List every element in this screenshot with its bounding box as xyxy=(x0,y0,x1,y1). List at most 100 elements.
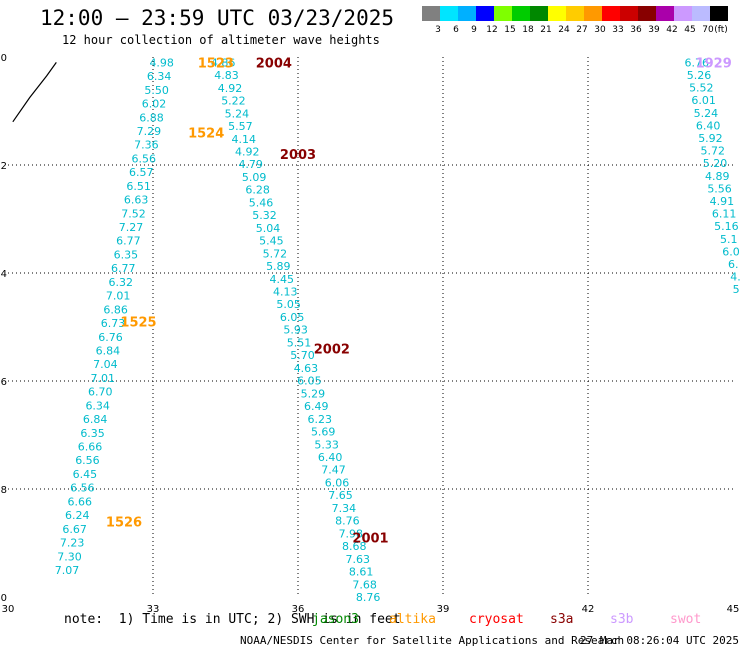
wave-height-value: 6.01 xyxy=(691,94,716,107)
legend-label: 33 xyxy=(612,25,623,35)
wave-height-value: 7.52 xyxy=(121,207,146,220)
legend-swatch xyxy=(548,6,566,21)
wave-height-value: 5.92 xyxy=(698,132,723,145)
x-tick-label: 39 xyxy=(437,604,450,612)
wave-height-value: 8.76 xyxy=(356,591,381,604)
legend-label: 39 xyxy=(648,25,660,35)
track-1: 4.986.345.506.026.887.297.366.566.576.51… xyxy=(55,56,174,577)
wave-height-value: 6.66 xyxy=(78,441,103,454)
legend-label: 30 xyxy=(594,25,606,35)
wave-height-value: 7.27 xyxy=(119,221,144,234)
track-3: 6.765.265.526.015.246.405.925.725.204.89… xyxy=(685,56,740,296)
wave-height-value: 5.29 xyxy=(301,387,326,400)
wave-height-value: 5.22 xyxy=(221,95,246,108)
y-tick-label: -40 xyxy=(0,593,7,604)
wave-height-value: 6.02 xyxy=(142,98,167,111)
satellite-altika: altika xyxy=(389,612,436,627)
y-tick-label: -34 xyxy=(0,269,7,280)
wave-height-value: 4.86 xyxy=(211,56,236,69)
wave-height-value: 7.01 xyxy=(106,290,131,303)
x-tick-label: 42 xyxy=(582,604,595,612)
wave-height-value: 8.68 xyxy=(342,540,367,553)
wave-height-value: 4.83 xyxy=(214,69,239,82)
footer-timestamp: 27 Mar 08:26:04 UTC 2025 xyxy=(580,634,739,647)
x-tick-label: 33 xyxy=(147,604,160,612)
wave-height-value: 5.56 xyxy=(707,182,732,195)
wave-height-value: 6.35 xyxy=(80,427,105,440)
legend-swatch xyxy=(602,6,620,21)
track-2: 4.864.834.925.225.245.574.144.924.795.09… xyxy=(211,56,381,604)
pass-number-label: 2001 xyxy=(352,532,388,547)
pass-number-label: 1525 xyxy=(120,316,156,331)
legend-label: 70 xyxy=(702,25,714,35)
wave-height-value: 6.56 xyxy=(132,152,157,165)
wave-height-value: 6.76 xyxy=(98,331,123,344)
wave-height-value: 5.33 xyxy=(314,438,339,451)
wave-height-value: 7.30 xyxy=(57,550,82,563)
wave-height-value: 6.77 xyxy=(116,235,141,248)
wave-height-value: 6.34 xyxy=(147,70,172,83)
legend-swatch xyxy=(692,6,710,21)
wave-height-value: 6.57 xyxy=(129,166,154,179)
wave-height-value: 6.63 xyxy=(124,194,149,207)
wave-height-value: 6.05 xyxy=(297,375,322,388)
coastline xyxy=(12,62,57,123)
wave-height-value: 6.40 xyxy=(696,119,721,132)
map-subtitle: 12 hour collection of altimeter wave hei… xyxy=(62,33,380,47)
legend-label: (ft) xyxy=(714,25,728,35)
legend-label: 15 xyxy=(504,25,515,35)
wave-height-value: 5.72 xyxy=(700,145,725,158)
wave-height-value: 7.01 xyxy=(91,372,116,385)
legend-swatch xyxy=(512,6,530,21)
wave-height-value: 6.11 xyxy=(712,208,737,221)
pass-number-label: 1526 xyxy=(106,515,142,530)
wave-height-value: 7.36 xyxy=(134,139,159,152)
y-tick-label: -30 xyxy=(0,53,7,64)
pass-number-label: 2004 xyxy=(256,56,292,71)
legend-swatch xyxy=(476,6,494,21)
wave-height-value: 6. xyxy=(728,258,739,271)
wave-height-map: 303336394245-30-32-34-36-38-404.986.345.… xyxy=(0,53,740,612)
y-tick-label: -36 xyxy=(0,377,7,388)
wave-height-value: 6.40 xyxy=(318,451,343,464)
pass-number-label: 1524 xyxy=(188,127,224,142)
color-scale-legend xyxy=(422,6,728,21)
wave-height-value: 6.51 xyxy=(126,180,151,193)
wave-height-value: 6.49 xyxy=(304,400,329,413)
wave-height-value: 5.57 xyxy=(228,120,253,133)
wave-height-value: 5.09 xyxy=(242,171,267,184)
wave-height-value: 8.76 xyxy=(335,515,360,528)
wave-height-value: 6.88 xyxy=(139,111,164,124)
wave-height-value: 4.79 xyxy=(238,158,263,171)
x-tick-label: 45 xyxy=(727,604,740,612)
wave-height-value: 4.45 xyxy=(270,273,295,286)
map-title: 12:00 — 23:59 UTC 03/23/2025 xyxy=(40,6,395,30)
wave-height-value: 6.77 xyxy=(111,262,136,275)
wave-height-value: 7.29 xyxy=(137,125,162,138)
satellite-swot: swot xyxy=(670,612,702,627)
legend-label: 21 xyxy=(540,25,551,35)
wave-height-value: 6.76 xyxy=(685,56,710,69)
wave-height-value: 6.56 xyxy=(75,454,100,467)
wave-height-value: 6.70 xyxy=(88,386,113,399)
wave-height-value: 6.0 xyxy=(722,245,740,258)
wave-height-value: 7.07 xyxy=(55,564,80,577)
wave-height-value: 6.23 xyxy=(308,413,333,426)
legend-label: 12 xyxy=(486,25,497,35)
satellite-s3b: s3b xyxy=(610,612,634,627)
legend-swatch xyxy=(656,6,674,21)
legend-label: 3 xyxy=(435,25,441,35)
legend-label: 45 xyxy=(684,25,695,35)
legend-label: 6 xyxy=(453,25,459,35)
wave-height-value: 6.35 xyxy=(114,248,139,261)
wave-height-value: 6.56 xyxy=(70,482,95,495)
wave-height-value: 7.34 xyxy=(332,502,357,515)
wave-height-value: 5.89 xyxy=(266,260,291,273)
wave-height-value: 7.98 xyxy=(339,527,364,540)
legend-swatch xyxy=(494,6,512,21)
wave-height-value: 4.98 xyxy=(149,56,174,69)
wave-height-value: 5.46 xyxy=(249,196,274,209)
wave-height-value: 5.45 xyxy=(259,235,284,248)
note-text: note: 1) Time is in UTC; 2) SWH is in fe… xyxy=(64,612,401,627)
legend-swatch xyxy=(710,6,728,21)
